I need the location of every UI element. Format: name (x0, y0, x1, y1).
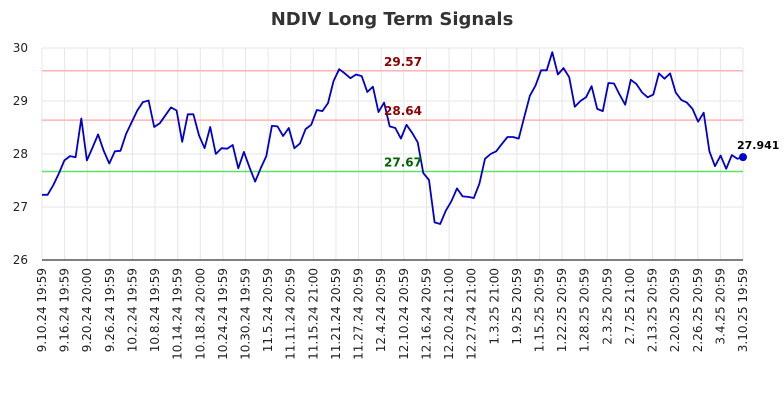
x-tick-label: 1.28.25 20:59 (578, 268, 592, 352)
x-tick-label: 3.10.25 19:59 (736, 268, 750, 352)
x-tick-label: 12.4.24 20:59 (374, 268, 388, 352)
x-tick-label: 1.22.25 20:59 (555, 268, 569, 352)
x-tick-label: 12.10.24 20:59 (397, 268, 411, 360)
labels: 29.57 28.64 27.67 27.941 (384, 55, 779, 170)
x-tick-label: 12.27.24 21:00 (465, 268, 479, 360)
series (42, 51, 747, 225)
x-tick-label: 2.20.25 20:59 (668, 268, 682, 352)
x-tick-label: 10.30.24 19:59 (239, 268, 253, 360)
level-label-lower: 27.67 (384, 155, 422, 169)
y-tick-label: 28 (13, 147, 28, 161)
x-tick-label: 9.20.24 20:00 (80, 268, 94, 352)
last-value-label: 27.941 (737, 139, 779, 152)
level-label-upper: 29.57 (384, 55, 422, 69)
last-point-marker (739, 153, 747, 162)
y-tick-label: 26 (13, 253, 28, 267)
x-tick-label: 9.16.24 19:59 (58, 268, 72, 352)
x-tick-label: 10.18.24 20:00 (193, 268, 207, 360)
x-tick-label: 11.15.24 21:00 (306, 268, 320, 360)
price-line (42, 51, 744, 225)
axes: 26 27 28 29 30 9.10.24 19:59 9.16.24 19:59 9.20… (13, 41, 750, 360)
x-tick-label: 2.3.25 20:59 (600, 268, 614, 345)
grid (41, 47, 744, 260)
x-tick-label: 10.14.24 19:59 (171, 268, 185, 360)
x-tick-label: 2.7.25 21:00 (623, 268, 637, 345)
x-tick-label: 11.21.24 20:59 (329, 268, 343, 360)
x-tick-label: 1.3.25 21:00 (487, 268, 501, 345)
y-tick-label: 30 (13, 41, 28, 55)
x-tick-label: 10.2.24 19:59 (125, 268, 139, 352)
chart-title: NDIV Long Term Signals (271, 9, 514, 30)
x-tick-label: 10.24.24 19:59 (216, 268, 230, 360)
x-tick-label: 9.26.24 19:59 (103, 268, 117, 352)
x-tick-label: 9.10.24 19:59 (35, 268, 49, 352)
x-tick-label: 3.4.25 20:59 (713, 268, 727, 345)
x-tick-label: 12.16.24 20:59 (419, 268, 433, 360)
x-tick-label: 11.27.24 20:59 (352, 268, 366, 360)
x-tick-label: 11.5.24 20:59 (261, 268, 275, 352)
y-tick-label: 29 (13, 94, 28, 108)
x-tick-label: 11.11.24 20:59 (284, 268, 298, 360)
x-tick-label: 1.9.25 20:59 (510, 268, 524, 345)
signal-levels (42, 70, 743, 173)
x-tick-label: 1.15.25 20:59 (532, 268, 546, 352)
x-tick-label: 2.13.25 20:59 (646, 268, 660, 352)
x-tick-label: 10.8.24 19:59 (148, 268, 162, 352)
y-tick-label: 27 (13, 200, 28, 214)
x-tick-label: 2.26.25 20:59 (691, 268, 705, 352)
level-label-middle: 28.64 (384, 104, 422, 118)
x-tick-label: 12.20.24 21:00 (442, 268, 456, 360)
